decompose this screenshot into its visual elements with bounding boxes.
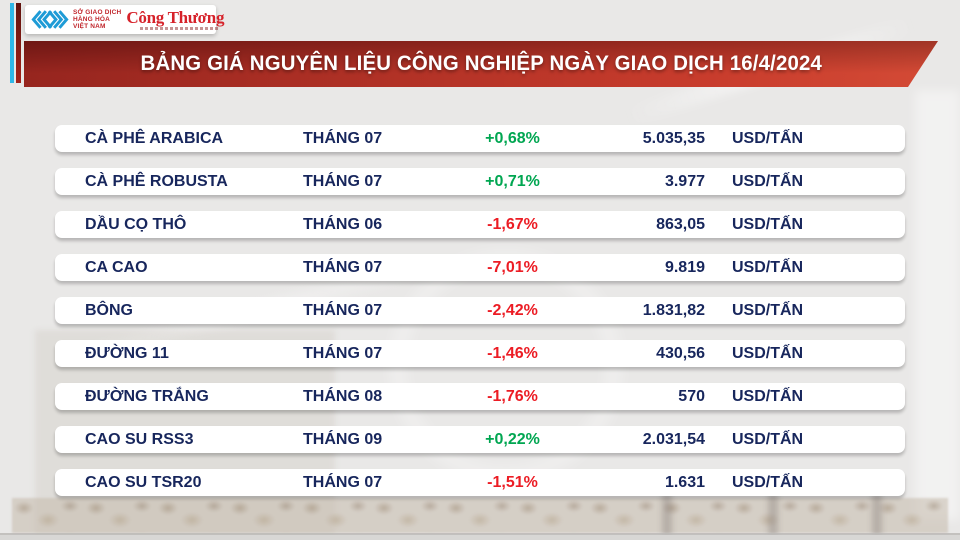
price-unit: USD/TẤN	[732, 216, 804, 233]
price-value: 1.631	[664, 474, 705, 491]
contract-month: THÁNG 07	[303, 173, 383, 190]
contract-month: THÁNG 08	[303, 388, 383, 405]
contract-month: THÁNG 06	[303, 216, 383, 233]
price-unit: USD/TẤN	[732, 345, 804, 362]
mxv-logo-line: HÀNG HÓA	[73, 16, 110, 23]
commodity-name: CAO SU RSS3	[85, 431, 194, 448]
table-row: BÔNG THÁNG 07 -2,42% 1.831,82 USD/TẤN	[55, 297, 905, 324]
price-unit: USD/TẤN	[732, 173, 804, 190]
price-value: 9.819	[664, 259, 705, 276]
commodity-name: ĐƯỜNG 11	[85, 345, 169, 362]
change-percent: -2,42%	[487, 302, 538, 319]
table-row: CA CAO THÁNG 07 -7,01% 9.819 USD/TẤN	[55, 254, 905, 281]
change-percent: -1,46%	[487, 345, 538, 362]
title-banner: BẢNG GIÁ NGUYÊN LIỆU CÔNG NGHIỆP NGÀY GI…	[24, 41, 938, 87]
bottom-edge	[0, 535, 960, 540]
price-value: 570	[678, 388, 705, 405]
contract-month: THÁNG 07	[303, 345, 383, 362]
contract-month: THÁNG 09	[303, 431, 383, 448]
price-value: 863,05	[656, 216, 705, 233]
commodity-name: CÀ PHÊ ROBUSTA	[85, 173, 228, 190]
change-percent: +0,71%	[485, 173, 540, 190]
ghost-smudge	[662, 494, 672, 536]
bottom-divider	[0, 533, 960, 535]
congthuong-logo-text: Công Thương	[126, 8, 225, 27]
congthuong-logo: Công Thương	[126, 9, 224, 30]
ghost-smudge	[768, 494, 778, 536]
price-unit: USD/TẤN	[732, 431, 804, 448]
contract-month: THÁNG 07	[303, 474, 383, 491]
price-value: 5.035,35	[642, 130, 705, 147]
price-table: CÀ PHÊ ARABICA THÁNG 07 +0,68% 5.035,35 …	[55, 125, 905, 512]
congthuong-tagline	[140, 27, 219, 30]
mxv-logo-line: VIỆT NAM	[73, 23, 106, 30]
table-row: CAO SU TSR20 THÁNG 07 -1,51% 1.631 USD/T…	[55, 469, 905, 496]
logo-bar: SỞ GIAO DỊCH HÀNG HÓA VIỆT NAM Công Thươ…	[25, 5, 224, 34]
left-accent-stripe-cyan	[10, 3, 14, 83]
mxv-logo-icon	[31, 10, 69, 29]
price-unit: USD/TẤN	[732, 259, 804, 276]
change-percent: -1,67%	[487, 216, 538, 233]
table-row: ĐƯỜNG 11 THÁNG 07 -1,46% 430,56 USD/TẤN	[55, 340, 905, 367]
change-percent: -1,51%	[487, 474, 538, 491]
coffee-beans-ghost-strip	[12, 498, 948, 533]
contract-month: THÁNG 07	[303, 302, 383, 319]
price-unit: USD/TẤN	[732, 388, 804, 405]
right-light-band	[915, 90, 960, 520]
commodity-name: CAO SU TSR20	[85, 474, 202, 491]
commodity-name: ĐƯỜNG TRẮNG	[85, 388, 209, 405]
price-value: 1.831,82	[642, 302, 705, 319]
change-percent: +0,22%	[485, 431, 540, 448]
commodity-name: BÔNG	[85, 302, 133, 319]
contract-month: THÁNG 07	[303, 259, 383, 276]
commodity-name: CA CAO	[85, 259, 148, 276]
commodity-name: CÀ PHÊ ARABICA	[85, 130, 224, 147]
mxv-logo-text: SỞ GIAO DỊCH HÀNG HÓA VIỆT NAM	[73, 9, 121, 30]
price-unit: USD/TẤN	[732, 302, 804, 319]
price-value: 2.031,54	[642, 431, 705, 448]
change-percent: +0,68%	[485, 130, 540, 147]
price-unit: USD/TẤN	[732, 130, 804, 147]
contract-month: THÁNG 07	[303, 130, 383, 147]
change-percent: -7,01%	[487, 259, 538, 276]
commodity-name: DẦU CỌ THÔ	[85, 216, 187, 233]
table-row: CAO SU RSS3 THÁNG 09 +0,22% 2.031,54 USD…	[55, 426, 905, 453]
page-title: BẢNG GIÁ NGUYÊN LIỆU CÔNG NGHIỆP NGÀY GI…	[140, 52, 822, 75]
table-row: DẦU CỌ THÔ THÁNG 06 -1,67% 863,05 USD/TẤ…	[55, 211, 905, 238]
price-value: 430,56	[656, 345, 705, 362]
left-accent-stripe-maroon	[16, 3, 21, 83]
price-unit: USD/TẤN	[732, 474, 804, 491]
price-value: 3.977	[664, 173, 705, 190]
table-row: CÀ PHÊ ROBUSTA THÁNG 07 +0,71% 3.977 USD…	[55, 168, 905, 195]
table-row: CÀ PHÊ ARABICA THÁNG 07 +0,68% 5.035,35 …	[55, 125, 905, 152]
ghost-smudge	[872, 494, 882, 536]
change-percent: -1,76%	[487, 388, 538, 405]
table-row: ĐƯỜNG TRẮNG THÁNG 08 -1,76% 570 USD/TẤN	[55, 383, 905, 410]
mxv-logo-line: SỞ GIAO DỊCH	[73, 9, 122, 16]
